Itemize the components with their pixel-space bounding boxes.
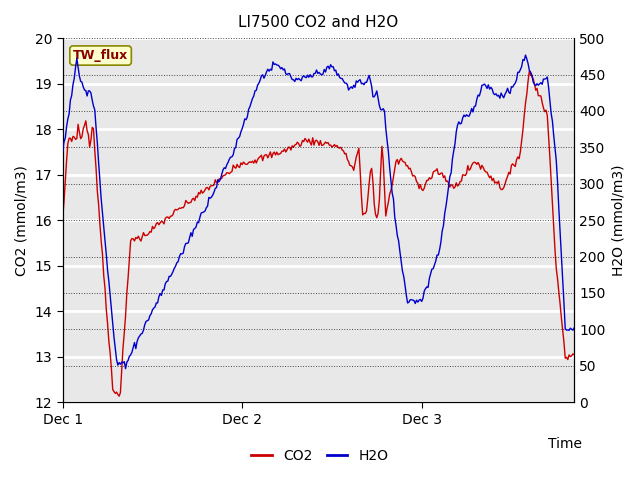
Legend: CO2, H2O: CO2, H2O <box>246 443 394 468</box>
Title: LI7500 CO2 and H2O: LI7500 CO2 and H2O <box>238 15 399 30</box>
Y-axis label: H2O (mmol/m3): H2O (mmol/m3) <box>611 164 625 276</box>
Y-axis label: CO2 (mmol/m3): CO2 (mmol/m3) <box>15 165 29 276</box>
Text: Time: Time <box>548 437 582 451</box>
Text: TW_flux: TW_flux <box>73 49 128 62</box>
